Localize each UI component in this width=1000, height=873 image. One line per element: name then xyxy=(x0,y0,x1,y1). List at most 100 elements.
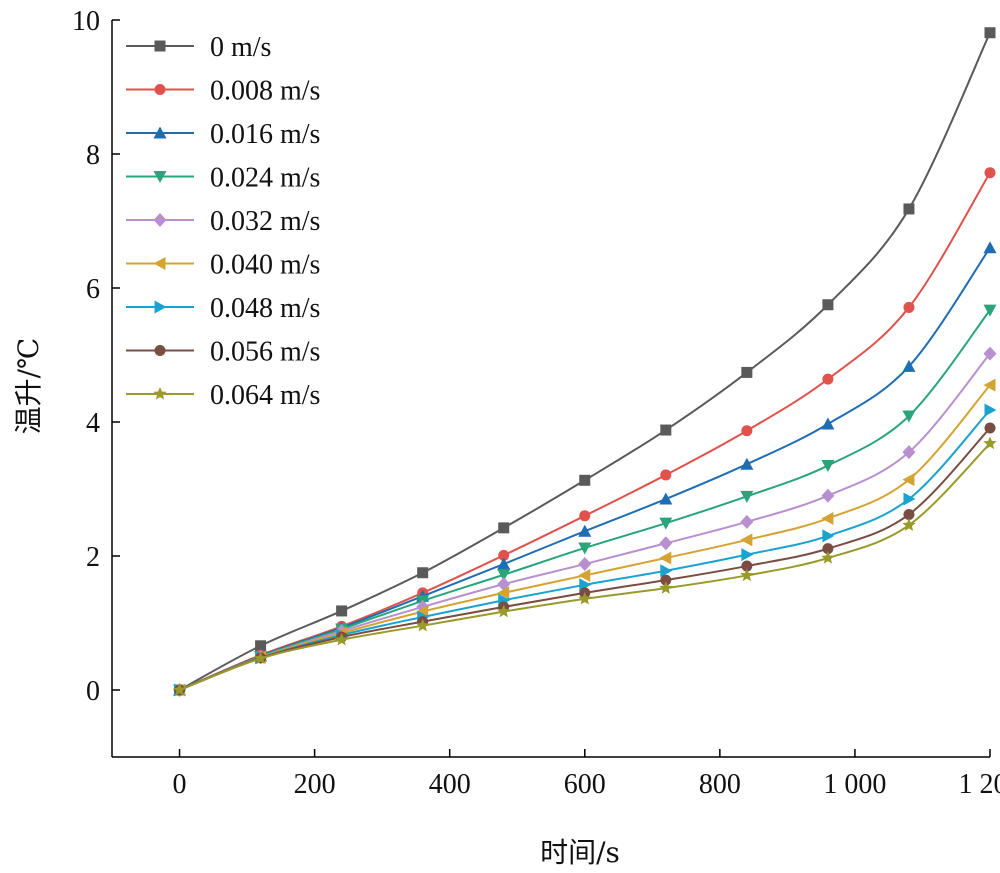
y-tick-label: 0 xyxy=(86,676,100,707)
data-point xyxy=(660,424,672,436)
data-point xyxy=(497,557,511,570)
data-point xyxy=(984,422,996,434)
legend-label: 0.024 m/s xyxy=(210,163,320,194)
data-point xyxy=(983,436,997,450)
data-point xyxy=(822,299,834,311)
y-tick-label: 8 xyxy=(86,140,100,171)
data-point xyxy=(984,403,997,417)
data-point xyxy=(578,524,592,537)
data-point xyxy=(902,359,916,372)
legend-marker xyxy=(153,257,166,270)
data-point xyxy=(741,560,753,572)
data-point xyxy=(578,568,591,582)
legend-label: 0.008 m/s xyxy=(210,76,320,107)
data-point xyxy=(822,373,834,385)
legend-item: 0.056 m/s xyxy=(126,337,320,368)
data-point xyxy=(902,518,916,531)
data-point xyxy=(741,366,753,378)
data-point xyxy=(903,492,916,506)
x-tick-label: 200 xyxy=(294,769,336,800)
data-point xyxy=(172,683,187,696)
data-point xyxy=(902,473,915,487)
data-point xyxy=(741,425,753,437)
data-point xyxy=(983,241,997,254)
data-point xyxy=(660,574,672,586)
legend-marker xyxy=(153,171,167,183)
legend-marker xyxy=(153,213,167,227)
data-point xyxy=(578,542,592,555)
data-point xyxy=(578,557,592,572)
series-9 xyxy=(172,436,997,696)
data-point xyxy=(497,604,511,618)
data-point xyxy=(416,618,430,632)
data-point xyxy=(822,529,835,543)
data-point xyxy=(579,474,591,486)
legend-item: 0 m/s xyxy=(126,32,271,63)
data-point xyxy=(417,567,429,579)
data-point xyxy=(740,514,754,529)
data-point xyxy=(660,469,672,481)
data-point xyxy=(659,551,672,565)
series-line xyxy=(179,172,991,691)
series-line xyxy=(179,384,991,691)
data-point xyxy=(498,522,510,534)
x-tick-label: 0 xyxy=(173,769,187,800)
y-tick-label: 4 xyxy=(86,408,100,439)
data-point xyxy=(255,640,267,652)
data-point xyxy=(821,488,835,503)
data-point xyxy=(497,586,510,600)
legend-label: 0.032 m/s xyxy=(210,206,320,237)
legend-marker xyxy=(154,300,167,314)
x-axis-title: 时间/s xyxy=(540,836,620,869)
legend-label: 0.040 m/s xyxy=(210,250,320,281)
legend-item: 0.024 m/s xyxy=(126,163,320,194)
legend-marker xyxy=(154,40,166,52)
data-point xyxy=(740,568,754,582)
y-tick-label: 10 xyxy=(72,6,100,37)
data-point xyxy=(983,304,997,317)
legend-item: 0.064 m/s xyxy=(126,380,320,411)
data-point xyxy=(253,651,268,665)
data-point xyxy=(740,457,754,470)
legend-item: 0.016 m/s xyxy=(126,119,320,150)
x-tick-label: 400 xyxy=(429,769,471,800)
data-point xyxy=(660,564,673,578)
data-point xyxy=(903,301,915,313)
y-tick-label: 6 xyxy=(86,274,100,305)
series-layer xyxy=(172,27,997,697)
data-point xyxy=(821,511,834,525)
x-tick-label: 800 xyxy=(699,769,741,800)
data-point xyxy=(497,569,511,582)
data-point xyxy=(902,410,916,423)
data-point xyxy=(984,167,996,179)
data-point xyxy=(903,203,915,215)
series-1 xyxy=(174,27,996,696)
series-line xyxy=(179,32,991,691)
legend-item: 0.048 m/s xyxy=(126,293,320,324)
data-point xyxy=(579,510,591,522)
x-tick-label: 1 200 xyxy=(959,769,1000,800)
y-axis-title: 温升/℃ xyxy=(12,338,45,435)
data-point xyxy=(659,517,673,530)
data-point xyxy=(741,548,754,562)
data-point xyxy=(740,490,754,503)
data-point xyxy=(498,549,510,561)
legend: 0 m/s 0.008 m/s 0.016 m/s 0.024 m/s 0.032 m/… xyxy=(126,32,320,411)
data-point xyxy=(821,551,835,564)
data-point xyxy=(659,536,673,551)
data-point xyxy=(822,543,834,555)
data-point xyxy=(821,417,835,430)
data-point xyxy=(984,27,996,39)
x-tick-label: 1 000 xyxy=(823,769,886,800)
legend-marker xyxy=(153,126,167,139)
legend-item: 0.032 m/s xyxy=(126,206,320,237)
data-point xyxy=(659,492,673,505)
x-tick-label: 600 xyxy=(564,769,606,800)
data-point xyxy=(983,378,996,392)
legend-label: 0.016 m/s xyxy=(210,119,320,150)
data-point xyxy=(336,605,348,617)
data-point xyxy=(903,508,915,520)
data-point xyxy=(740,533,753,547)
legend-item: 0.040 m/s xyxy=(126,250,320,281)
